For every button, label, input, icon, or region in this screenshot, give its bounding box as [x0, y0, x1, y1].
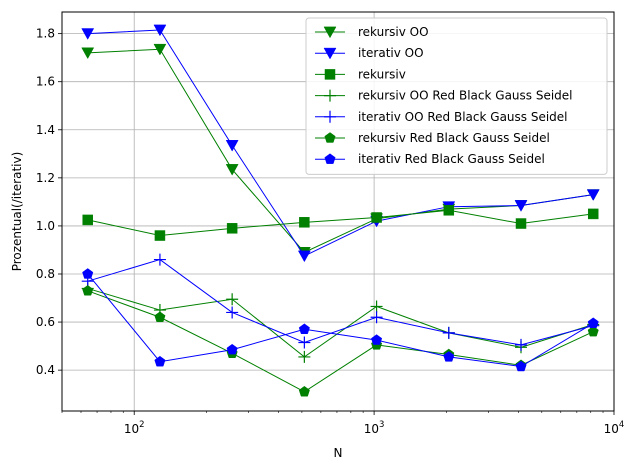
data-point: [225, 164, 239, 176]
y-tick-label: 1.8: [36, 27, 55, 41]
legend-marker: [324, 69, 336, 80]
data-point: [226, 343, 238, 355]
y-axis-label: Prozentual(/iterativ): [10, 152, 24, 272]
series-line: [87, 29, 594, 257]
data-point: [370, 311, 383, 324]
data-point: [515, 218, 527, 229]
data-point: [81, 47, 95, 60]
data-point: [82, 214, 93, 226]
data-point: [442, 326, 455, 339]
series-line: [87, 290, 594, 393]
series-line: [87, 209, 594, 237]
data-point: [515, 360, 527, 372]
legend-marker: [323, 26, 337, 39]
legend-marker: [324, 132, 336, 143]
data-point: [154, 230, 166, 241]
legend-box: [305, 17, 608, 175]
plot-frame: [61, 11, 615, 412]
data-point: [586, 189, 600, 201]
data-point: [443, 205, 455, 216]
x-tick-exponent: 4: [619, 420, 624, 430]
legend-marker: [324, 89, 336, 102]
data-point: [587, 317, 599, 328]
legend-label: rekursiv OO Red Black Gauss Seidel: [358, 89, 573, 103]
data-point: [153, 253, 166, 266]
legend-label: iterativ Red Black Gauss Seidel: [358, 152, 545, 166]
data-point: [154, 355, 166, 367]
x-tick-base: 10: [604, 422, 619, 436]
legend-label: iterativ OO: [358, 46, 424, 60]
data-point: [443, 351, 455, 362]
x-tick-label: 103: [364, 420, 385, 436]
x-tick-label: 102: [124, 420, 145, 436]
legend-item: iterativ OO Red Black Gauss Seidel: [315, 110, 568, 124]
data-point: [82, 268, 94, 279]
legend-item: rekursiv Red Black Gauss Seidel: [315, 131, 550, 145]
y-tick-label: 1.2: [36, 171, 55, 185]
series-layer: [81, 24, 600, 397]
y-tick-label: 0.6: [36, 315, 55, 329]
data-point: [154, 311, 166, 322]
data-point: [587, 325, 599, 337]
series-3: [82, 205, 599, 241]
data-point: [226, 223, 238, 234]
data-point: [153, 24, 167, 37]
data-point: [515, 338, 528, 351]
legend-item: rekursiv: [315, 67, 406, 81]
x-tick-exponent: 3: [379, 420, 384, 430]
series-line: [87, 273, 594, 368]
y-tick-label: 1.6: [36, 75, 55, 89]
legend-marker: [324, 110, 336, 123]
legend-label: rekursiv OO: [358, 25, 429, 39]
legend-item: rekursiv OO Red Black Gauss Seidel: [315, 89, 573, 103]
data-point: [298, 385, 310, 397]
data-point: [82, 285, 94, 296]
x-tick-label: 104: [604, 420, 625, 436]
legend-marker: [323, 47, 337, 60]
data-point: [299, 217, 310, 228]
series-line: [87, 287, 594, 358]
data-point: [514, 200, 528, 212]
data-point: [81, 28, 95, 40]
legend-marker: [324, 153, 336, 164]
legend-label: rekursiv Red Black Gauss Seidel: [358, 131, 550, 145]
legend-item: iterativ OO: [315, 46, 424, 60]
data-point: [153, 43, 167, 56]
data-point: [297, 250, 311, 263]
x-tick-base: 10: [124, 422, 139, 436]
y-tick-label: 1.4: [36, 123, 55, 137]
data-point: [226, 306, 239, 319]
legend-label: iterativ OO Red Black Gauss Seidel: [358, 110, 568, 124]
legend-item: iterativ Red Black Gauss Seidel: [315, 152, 545, 166]
series-line: [87, 259, 594, 346]
data-point: [298, 323, 310, 334]
x-tick-exponent: 2: [139, 420, 144, 430]
data-point: [226, 293, 239, 306]
data-point: [298, 350, 311, 363]
y-tick-label: 0.8: [36, 267, 55, 281]
data-point: [298, 336, 311, 349]
x-tick-base: 10: [364, 422, 379, 436]
legend-label: rekursiv: [358, 67, 406, 81]
data-point: [225, 140, 239, 152]
y-tick-label: 0.4: [36, 363, 55, 377]
legend-item: rekursiv OO: [315, 25, 429, 39]
data-point: [371, 212, 382, 223]
y-tick-label: 1.0: [36, 219, 55, 233]
series-7: [82, 268, 599, 372]
data-point: [370, 300, 383, 313]
legend: rekursiv OO iterativ OO rekursiv rekursiv O…: [305, 17, 608, 175]
x-axis-label: N: [334, 446, 343, 460]
data-point: [587, 208, 599, 220]
data-point: [371, 334, 383, 345]
